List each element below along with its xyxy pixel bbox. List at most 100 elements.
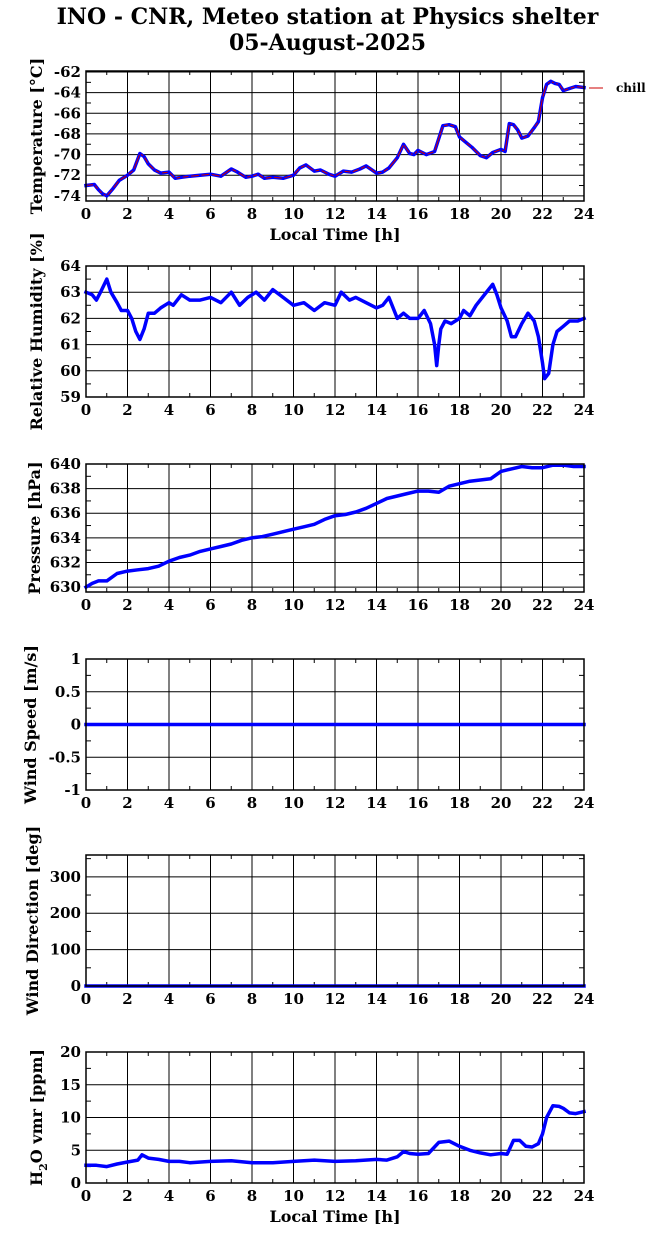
data-point: [281, 530, 285, 534]
data-point: [323, 301, 327, 305]
x-axis-title: Local Time [h]: [269, 225, 400, 244]
x-tick-label: 0: [81, 990, 91, 1008]
data-point: [491, 151, 495, 154]
x-tick-label: 24: [574, 1187, 595, 1205]
x-tick-label: 24: [574, 794, 595, 812]
data-point: [435, 364, 439, 367]
x-tick-label: 8: [247, 1187, 257, 1205]
data-point: [547, 372, 551, 375]
data-point: [541, 96, 544, 100]
data-point: [134, 330, 138, 333]
data-point: [180, 293, 183, 297]
data-point: [416, 489, 420, 493]
data-point: [551, 343, 555, 346]
data-point: [520, 322, 524, 326]
data-point: [512, 123, 515, 127]
x-tick-label: 16: [408, 794, 429, 812]
data-point: [136, 1158, 140, 1162]
x-tick-label: 20: [491, 401, 512, 419]
data-point: [298, 166, 302, 170]
data-point: [333, 1159, 337, 1163]
data-point: [503, 150, 507, 153]
data-point: [561, 89, 565, 93]
y-tick-label: 636: [50, 504, 81, 522]
data-point: [94, 298, 98, 302]
y-tick-label: 63: [60, 283, 81, 301]
x-tick-label: 8: [247, 596, 257, 614]
data-point: [545, 83, 549, 86]
data-point: [250, 174, 254, 178]
data-point: [146, 1156, 150, 1160]
data-point: [568, 319, 571, 323]
y-tick-label: 0: [71, 977, 81, 995]
data-point: [474, 303, 478, 307]
legend-label: chill: [616, 81, 646, 95]
data-point: [478, 478, 482, 482]
y-tick-label: 634: [50, 529, 81, 547]
data-point: [426, 489, 430, 493]
x-tick-label: 16: [408, 596, 429, 614]
data-point: [157, 564, 161, 568]
data-point: [126, 173, 129, 177]
x-tick-label: 22: [532, 1187, 553, 1205]
x-tick-label: 4: [164, 1187, 174, 1205]
y-tick-label: -0.5: [49, 748, 81, 766]
data-point: [549, 79, 553, 83]
data-point: [238, 303, 241, 307]
data-point: [236, 170, 239, 174]
data-point: [271, 175, 275, 179]
data-point: [281, 296, 285, 299]
data-point: [509, 467, 513, 471]
data-point: [333, 514, 337, 518]
data-point: [429, 322, 432, 326]
data-point: [520, 465, 524, 468]
x-tick-label: 6: [205, 990, 215, 1008]
y-tick-label: 62: [60, 309, 81, 327]
data-point: [333, 174, 337, 178]
data-point: [416, 149, 420, 152]
data-point: [292, 303, 295, 307]
x-tick-label: 14: [366, 990, 387, 1008]
y-tick-label: -64: [54, 84, 81, 102]
x-tick-label: 12: [325, 1187, 346, 1205]
x-tick-label: 0: [81, 401, 91, 419]
x-tick-label: 14: [366, 205, 387, 223]
data-point: [395, 317, 399, 320]
data-point: [458, 482, 461, 486]
data-point: [115, 1162, 119, 1166]
data-point: [157, 1158, 161, 1161]
data-point: [541, 1132, 544, 1136]
data-point: [219, 174, 223, 178]
data-point: [94, 1163, 98, 1167]
x-tick-label: 8: [247, 401, 257, 419]
data-point: [117, 178, 121, 182]
x-tick-label: 4: [164, 205, 174, 223]
data-point: [512, 1139, 515, 1142]
data-point: [173, 176, 177, 180]
data-point: [499, 1152, 503, 1155]
data-point: [402, 311, 405, 315]
data-point: [449, 322, 453, 326]
data-point: [348, 298, 351, 302]
data-point: [518, 1139, 522, 1142]
data-point: [375, 501, 378, 505]
data-point: [499, 148, 503, 151]
data-point: [209, 172, 212, 176]
data-point: [188, 174, 192, 178]
y-tick-label: 100: [50, 941, 81, 959]
x-tick-label: 6: [205, 794, 215, 812]
data-point: [395, 156, 399, 160]
data-point: [229, 167, 233, 171]
data-point: [256, 172, 260, 176]
data-point: [140, 1153, 144, 1157]
data-point: [462, 309, 466, 312]
data-point: [271, 1161, 275, 1165]
chart-title-line1: INO - CNR, Meteo station at Physics shel…: [56, 4, 599, 30]
data-point: [177, 1159, 181, 1163]
data-point: [437, 343, 441, 346]
data-point: [395, 494, 399, 498]
plot-frame: [85, 463, 585, 593]
y-tick-label: -70: [54, 146, 81, 164]
data-point: [576, 319, 580, 323]
data-point: [416, 317, 420, 320]
